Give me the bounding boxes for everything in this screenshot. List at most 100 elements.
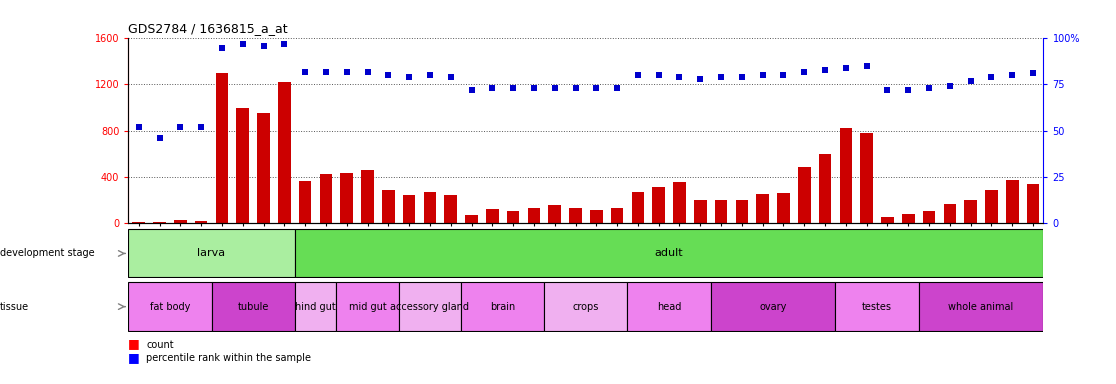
Bar <box>444 195 456 223</box>
Point <box>587 85 605 91</box>
Point <box>733 74 751 80</box>
Point <box>338 68 356 74</box>
Bar <box>237 108 249 223</box>
Bar <box>174 220 186 223</box>
Bar <box>902 214 914 223</box>
Text: testes: testes <box>862 301 892 312</box>
Point <box>463 87 481 93</box>
Bar <box>590 210 603 223</box>
Bar <box>133 222 145 223</box>
Point <box>962 78 980 84</box>
Bar <box>340 173 353 223</box>
Point <box>442 74 460 80</box>
Bar <box>465 215 478 223</box>
Bar <box>278 82 290 223</box>
Bar <box>836 282 918 331</box>
Text: percentile rank within the sample: percentile rank within the sample <box>146 353 311 363</box>
Text: brain: brain <box>490 301 516 312</box>
Bar <box>487 209 499 223</box>
Point <box>317 68 335 74</box>
Point <box>129 124 147 130</box>
Point <box>483 85 501 91</box>
Text: GDS2784 / 1636815_a_at: GDS2784 / 1636815_a_at <box>128 22 288 35</box>
Bar <box>545 282 627 331</box>
Text: whole animal: whole animal <box>949 301 1013 312</box>
Point <box>172 124 190 130</box>
Point <box>712 74 730 80</box>
Text: larva: larva <box>198 248 225 258</box>
Text: development stage: development stage <box>0 248 95 258</box>
Point <box>837 65 855 71</box>
Bar <box>711 282 836 331</box>
Text: hind gut: hind gut <box>295 301 336 312</box>
Point <box>546 85 564 91</box>
Text: ■: ■ <box>128 338 141 351</box>
Bar <box>694 200 706 223</box>
Bar <box>757 194 769 223</box>
Bar <box>403 195 415 223</box>
Point <box>213 45 231 51</box>
Bar <box>215 73 228 223</box>
Bar <box>295 230 1043 277</box>
Bar <box>964 200 976 223</box>
Bar <box>632 192 644 223</box>
Bar <box>882 217 894 223</box>
Bar <box>839 128 853 223</box>
Bar <box>798 167 810 223</box>
Point <box>567 85 585 91</box>
Bar <box>1027 184 1039 223</box>
Bar <box>985 190 998 223</box>
Bar <box>128 230 295 277</box>
Bar <box>860 133 873 223</box>
Point <box>629 72 647 78</box>
Point <box>816 67 834 73</box>
Bar <box>673 182 685 223</box>
Bar <box>336 282 398 331</box>
Point <box>401 74 418 80</box>
Bar <box>548 205 561 223</box>
Bar <box>569 208 581 223</box>
Point <box>796 68 814 74</box>
Bar <box>944 204 956 223</box>
Point <box>941 83 959 89</box>
Bar <box>295 282 336 331</box>
Bar <box>653 187 665 223</box>
Point <box>650 72 667 78</box>
Text: tissue: tissue <box>0 301 29 312</box>
Text: fat body: fat body <box>150 301 190 312</box>
Point <box>899 87 917 93</box>
Point <box>1003 72 1021 78</box>
Point <box>276 41 294 47</box>
Bar <box>777 193 790 223</box>
Point <box>525 85 542 91</box>
Bar <box>610 208 624 223</box>
Point <box>753 72 771 78</box>
Bar <box>735 200 748 223</box>
Point <box>982 74 1000 80</box>
Text: accessory gland: accessory gland <box>391 301 470 312</box>
Point <box>421 72 439 78</box>
Point <box>692 76 710 82</box>
Text: mid gut: mid gut <box>348 301 386 312</box>
Text: ■: ■ <box>128 351 141 364</box>
Point <box>504 85 522 91</box>
Bar <box>819 154 831 223</box>
Bar <box>195 221 208 223</box>
Bar <box>627 282 711 331</box>
Text: ovary: ovary <box>759 301 787 312</box>
Bar <box>715 200 728 223</box>
Point <box>254 43 272 49</box>
Text: adult: adult <box>655 248 683 258</box>
Text: tubule: tubule <box>238 301 269 312</box>
Bar <box>258 113 270 223</box>
Point <box>608 85 626 91</box>
Point <box>358 68 376 74</box>
Point <box>671 74 689 80</box>
Point <box>878 87 896 93</box>
Point <box>151 135 169 141</box>
Point <box>858 63 876 69</box>
Bar <box>382 190 395 223</box>
Bar <box>398 282 461 331</box>
Point <box>296 68 314 74</box>
Text: count: count <box>146 339 174 349</box>
